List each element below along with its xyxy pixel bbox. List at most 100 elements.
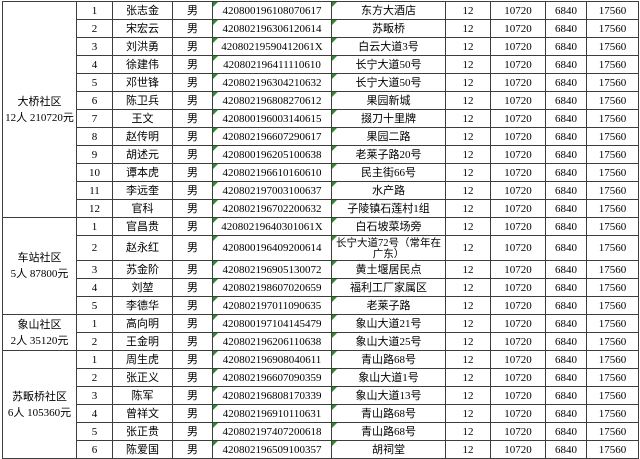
cell-flag-triangle-icon [213,92,218,97]
address-cell: 青山路68号 [331,404,446,423]
total-cell: 17560 [586,181,639,200]
address-cell: 象山大道1号 [331,368,446,387]
id-number-cell: 420802196808170339 [212,386,332,405]
sequence-cell: 6 [76,91,113,110]
table-row: 10 谭本虎男 420802196610160610 民主街66号 12 10720 684… [3,163,639,182]
amount-cell: 10720 [490,235,546,261]
gender-cell: 男 [172,332,213,351]
name-cell: 李德华 [112,296,173,315]
subsidy-cell: 6840 [545,37,587,56]
months-cell: 12 [445,19,491,38]
address-cell: 长宁大道72号（常年在广东） [331,235,446,261]
table-row: 3 刘洪勇男 42080219590412061X 白云大道3号 12 10720 6840… [3,37,639,56]
subsidy-cell: 6840 [545,55,587,74]
cell-flag-triangle-icon [332,92,337,97]
total-cell: 17560 [586,368,639,387]
months-cell: 12 [445,37,491,56]
sequence-cell: 3 [76,37,113,56]
total-cell: 17560 [586,332,639,351]
months-cell: 12 [445,260,491,279]
months-cell: 12 [445,278,491,297]
cell-flag-triangle-icon [213,164,218,169]
sequence-cell: 1 [76,314,113,333]
cell-flag-triangle-icon [213,315,218,320]
table-row: 9 胡述元男 420800196205100638 老莱子路20号 12 10720 684… [3,145,639,164]
months-cell: 12 [445,163,491,182]
section-name: 象山社区 [17,318,62,331]
amount-cell: 10720 [490,296,546,315]
subsidy-cell: 6840 [545,145,587,164]
cell-flag-triangle-icon [213,20,218,25]
months-cell: 12 [445,55,491,74]
name-cell: 陈军 [112,386,173,405]
subsidy-cell: 6840 [545,109,587,128]
cell-flag-triangle-icon [213,218,218,223]
amount-cell: 10720 [490,332,546,351]
gender-cell: 男 [172,163,213,182]
cell-flag-triangle-icon [213,279,218,284]
months-cell: 12 [445,404,491,423]
total-cell: 17560 [586,404,639,423]
amount-cell: 10720 [490,1,546,20]
id-number-cell: 420802196702200632 [212,199,332,218]
cell-flag-triangle-icon [213,236,218,241]
amount-cell: 10720 [490,109,546,128]
address-cell: 水产路 [331,181,446,200]
id-number-cell: 42080219590412061X [212,37,332,56]
amount-cell: 10720 [490,278,546,297]
section-name: 车站社区 [17,252,62,264]
total-cell: 17560 [586,127,639,146]
name-cell: 王文 [112,109,173,128]
cell-flag-triangle-icon [213,74,218,79]
name-cell: 张正贵 [112,422,173,441]
cell-flag-triangle-icon [213,261,218,266]
id-number-cell: 420802198607020659 [212,278,332,297]
name-cell: 官昌贵 [112,217,173,236]
section-count-amount: 6人 105360元 [7,406,72,419]
gender-cell: 男 [172,73,213,92]
subsidy-cell: 6840 [545,163,587,182]
sequence-cell: 8 [76,127,113,146]
section-count-amount: 12人 210720元 [5,111,74,124]
section-label: 大桥社区 12人 210720元 [2,1,77,218]
amount-cell: 10720 [490,19,546,38]
gender-cell: 男 [172,109,213,128]
address-cell: 青山路68号 [331,422,446,441]
section-label: 苏畈桥社区 6人 105360元 [2,350,77,459]
gender-cell: 男 [172,37,213,56]
cell-flag-triangle-icon [332,20,337,25]
total-cell: 17560 [586,91,639,110]
id-number-cell: 420802196411110610 [212,55,332,74]
total-cell: 17560 [586,199,639,218]
amount-cell: 10720 [490,314,546,333]
subsidy-cell: 6840 [545,350,587,369]
subsidy-cell: 6840 [545,314,587,333]
subsidy-cell: 6840 [545,127,587,146]
cell-flag-triangle-icon [332,164,337,169]
cell-flag-triangle-icon [332,200,337,205]
name-cell: 官科 [112,199,173,218]
address-cell: 象山大道25号 [331,332,446,351]
table-row: 大桥社区 12人 210720元 1 张志金男 420800196108070617 东方… [2,1,639,218]
cell-flag-triangle-icon [332,279,337,284]
sequence-cell: 4 [76,278,113,297]
name-cell: 王金明 [112,332,173,351]
address-cell: 长宁大道50号 [331,73,446,92]
cell-flag-triangle-icon [213,441,218,446]
months-cell: 12 [445,314,491,333]
cell-flag-triangle-icon [332,315,337,320]
id-number-cell: 420802196306120614 [212,19,332,38]
gender-cell: 男 [172,19,213,38]
address-cell: 白石坡菜场旁 [331,217,446,236]
cell-flag-triangle-icon [213,2,218,7]
id-number-cell: 420802196607090359 [212,368,332,387]
table-row: 苏畈桥社区 6人 105360元 1 周生虎男 420802196908040611 青山… [2,350,639,459]
subsidy-cell: 6840 [545,217,587,236]
gender-cell: 男 [172,314,213,333]
address-cell: 苏畈桥 [331,19,446,38]
amount-cell: 10720 [490,91,546,110]
section-name: 苏畈桥社区 [12,390,67,403]
gender-cell: 男 [172,1,213,20]
subsidy-cell: 6840 [545,404,587,423]
amount-cell: 10720 [490,199,546,218]
